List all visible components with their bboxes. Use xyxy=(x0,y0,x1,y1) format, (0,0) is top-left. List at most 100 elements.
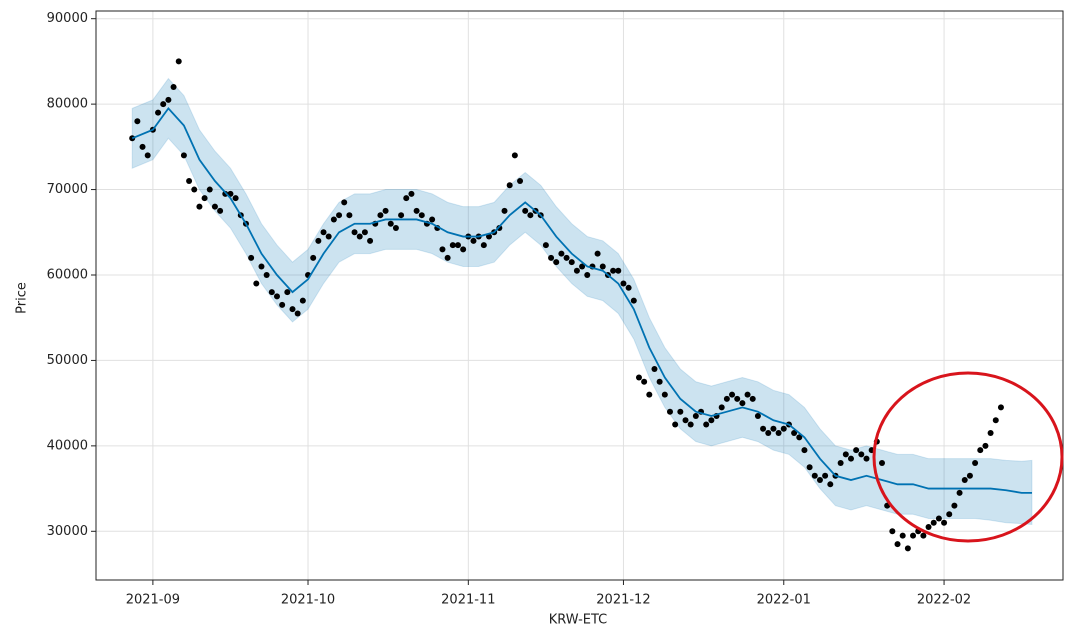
observation-point xyxy=(361,229,368,236)
observation-point xyxy=(398,212,405,219)
observation-point xyxy=(708,417,715,424)
observation-point xyxy=(687,421,694,428)
observation-point xyxy=(941,519,948,526)
observation-point xyxy=(568,259,575,266)
observation-point xyxy=(682,417,689,424)
observation-point xyxy=(770,425,777,432)
observation-point xyxy=(511,152,518,159)
plot-frame xyxy=(95,10,1064,581)
observation-point xyxy=(449,242,456,249)
observation-point xyxy=(977,447,984,454)
observation-point xyxy=(930,519,937,526)
observation-point xyxy=(191,186,198,193)
observation-point xyxy=(723,395,730,402)
observation-point xyxy=(444,254,451,261)
observation-point xyxy=(801,447,808,454)
observation-point xyxy=(646,391,653,398)
layer: 30000 40000 50000 60000 70000 80000 90000 2021-… xyxy=(47,10,1064,608)
observation-point xyxy=(656,378,663,385)
observation-point xyxy=(299,297,306,304)
observation-point xyxy=(279,301,286,308)
observation-point xyxy=(599,263,606,270)
observation-point xyxy=(558,250,565,257)
observation-point xyxy=(811,472,818,479)
observation-point xyxy=(201,195,208,202)
observation-point xyxy=(315,237,322,244)
observation-point xyxy=(175,58,182,65)
observation-point xyxy=(625,284,632,291)
observation-point xyxy=(429,216,436,223)
observation-point xyxy=(253,280,260,287)
x-tick-label: 2021-09 xyxy=(126,593,180,608)
observation-point xyxy=(630,297,637,304)
observation-point xyxy=(672,421,679,428)
observation-point xyxy=(284,289,291,296)
observation-point xyxy=(997,404,1004,411)
observation-point xyxy=(651,365,658,372)
observation-point xyxy=(765,430,772,437)
observation-point xyxy=(951,502,958,509)
observation-point xyxy=(982,442,989,449)
y-tick-label: 50000 xyxy=(47,353,88,368)
observation-point xyxy=(775,430,782,437)
observation-point xyxy=(341,199,348,206)
observation-point xyxy=(486,233,493,240)
observation-point xyxy=(336,212,343,219)
observation-point xyxy=(961,477,968,484)
highlight-circle xyxy=(872,371,1064,543)
observation-point xyxy=(346,212,353,219)
y-tick-label: 70000 xyxy=(47,182,88,197)
observation-point xyxy=(972,459,979,466)
y-tick-label: 60000 xyxy=(47,267,88,282)
observation-point xyxy=(956,489,963,496)
x-axis-label: KRW-ETC xyxy=(549,613,608,628)
observation-point xyxy=(320,229,327,236)
observation-point xyxy=(780,425,787,432)
observation-point xyxy=(842,451,849,458)
observation-point xyxy=(703,421,710,428)
observation-point xyxy=(408,190,415,197)
y-tick-label: 30000 xyxy=(47,524,88,539)
observation-point xyxy=(749,395,756,402)
observation-point xyxy=(206,186,213,193)
observation-point xyxy=(806,464,813,471)
observation-point xyxy=(661,391,668,398)
observation-point xyxy=(744,391,751,398)
observation-point xyxy=(134,118,141,125)
observation-point xyxy=(387,220,394,227)
observation-point xyxy=(666,408,673,415)
observation-point xyxy=(584,271,591,278)
observation-point xyxy=(439,246,446,253)
observation-point xyxy=(351,229,358,236)
observation-point xyxy=(263,271,270,278)
observation-point xyxy=(258,263,265,270)
observation-point xyxy=(460,246,467,253)
x-tick-label: 2021-11 xyxy=(441,593,495,608)
observation-point xyxy=(739,400,746,407)
observation-point xyxy=(527,212,534,219)
observation-point xyxy=(480,242,487,249)
observation-point xyxy=(180,152,187,159)
observation-point xyxy=(966,472,973,479)
observation-point xyxy=(294,310,301,317)
observation-point xyxy=(899,532,906,539)
observation-point xyxy=(232,195,239,202)
observation-point xyxy=(155,109,162,116)
observation-point xyxy=(186,178,193,185)
observation-point xyxy=(677,408,684,415)
observation-point xyxy=(579,263,586,270)
observation-point xyxy=(517,178,524,185)
observation-point xyxy=(382,207,389,214)
observation-point xyxy=(847,455,854,462)
observation-point xyxy=(987,430,994,437)
observation-point xyxy=(273,293,280,300)
observation-point xyxy=(573,267,580,274)
observation-point xyxy=(470,237,477,244)
observation-point xyxy=(211,203,218,210)
observation-point xyxy=(144,152,151,159)
observation-point xyxy=(403,195,410,202)
y-tick-label: 90000 xyxy=(47,11,88,26)
observation-point xyxy=(827,481,834,488)
observation-point xyxy=(454,242,461,249)
